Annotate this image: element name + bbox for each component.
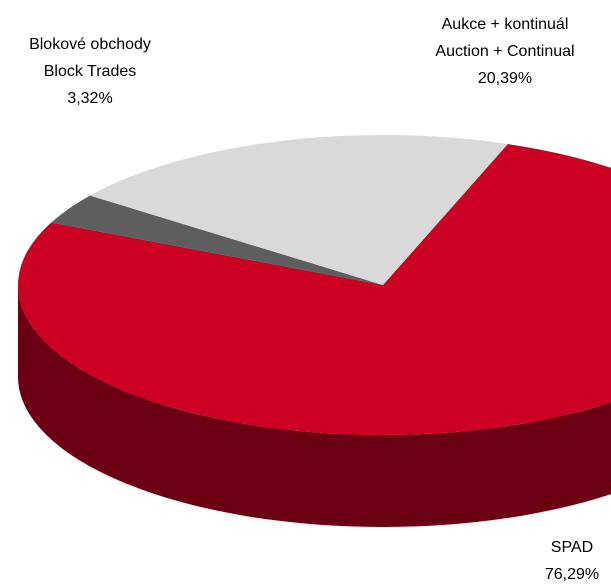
pie-side xyxy=(18,285,611,527)
pie-slice xyxy=(18,144,611,435)
pie-slice xyxy=(89,135,508,285)
slice-label-en: Block Trades xyxy=(44,63,136,80)
slice-label: Blokové obchody xyxy=(29,36,151,53)
slice-label: SPAD xyxy=(551,539,593,556)
slice-label: Aukce + kontinuál xyxy=(442,16,569,33)
pie-slice xyxy=(51,195,383,285)
value-label: 3,32% xyxy=(67,90,112,107)
value-label: 20,39% xyxy=(478,70,532,87)
value-label: 76,29% xyxy=(545,566,599,583)
slice-label-en: Auction + Continual xyxy=(435,43,574,60)
